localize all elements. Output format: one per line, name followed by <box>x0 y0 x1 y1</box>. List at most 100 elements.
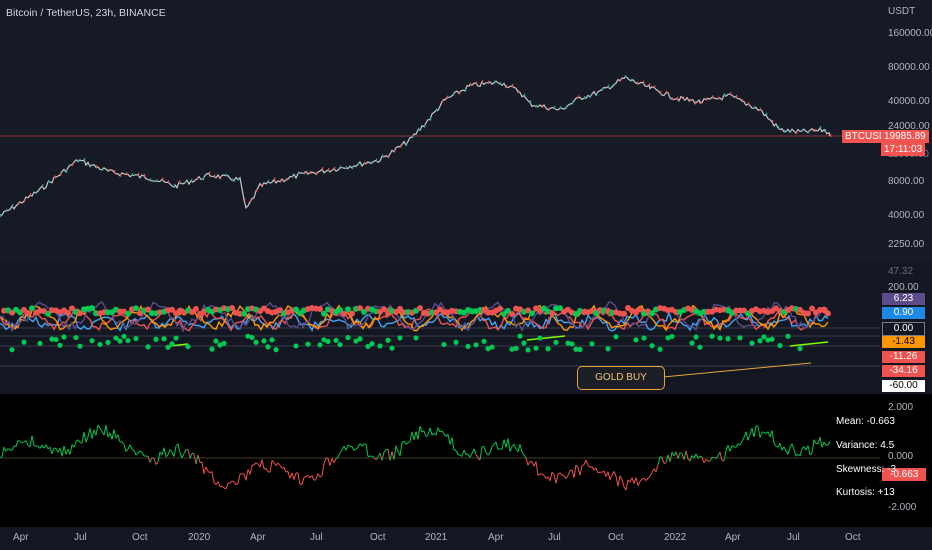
price-candle <box>482 80 484 84</box>
stats-segment <box>399 442 403 456</box>
price-candle <box>382 154 384 158</box>
price-candle <box>310 170 312 174</box>
stats-segment <box>87 428 91 438</box>
stats-segment <box>639 478 643 482</box>
osc-tick: 47.32 <box>888 266 914 277</box>
stats-segment <box>303 475 307 478</box>
stats-segment <box>377 452 381 458</box>
stats-segment <box>211 471 215 483</box>
stats-segment <box>609 474 613 480</box>
price-candle <box>214 174 216 178</box>
stats-segment <box>233 481 237 486</box>
stats-segment <box>619 475 623 480</box>
stats-segment <box>161 447 165 456</box>
stats-segment <box>521 451 525 456</box>
stats-segment <box>471 448 475 454</box>
time-tick: 2021 <box>425 532 448 543</box>
stats-segment <box>617 475 621 487</box>
stats-segment <box>289 472 293 479</box>
price-candle <box>6 208 8 212</box>
stats-segment <box>147 456 151 463</box>
price-candle <box>114 170 116 174</box>
osc-dot <box>317 342 323 348</box>
stats-segment <box>21 441 25 444</box>
price-candle <box>298 171 300 175</box>
oscillator-line <box>0 310 829 332</box>
price-candle <box>90 164 92 168</box>
stats-segment <box>319 475 323 478</box>
osc-dot <box>293 306 299 313</box>
stats-segment <box>293 472 297 480</box>
osc-dot <box>57 342 63 348</box>
osc-value-tag: -1.43 <box>882 336 925 348</box>
time-axis[interactable]: Apr Jul Oct 2020 Apr Jul Oct 2021 Apr Ju… <box>0 527 932 550</box>
stats-pane[interactable]: 2.000 0.000 -2.000 -0.663 Mean: -0.663 V… <box>0 394 932 527</box>
stats-segment <box>123 444 127 452</box>
price-candle <box>36 190 38 194</box>
osc-dot <box>145 306 151 313</box>
price-candle <box>346 166 348 170</box>
price-candle <box>808 130 810 134</box>
oscillator-dots <box>1 305 831 353</box>
stats-segment <box>117 434 121 443</box>
osc-dot <box>385 337 391 343</box>
osc-dot <box>121 333 127 340</box>
stats-segment <box>33 445 37 447</box>
oscillator-pane[interactable]: 47.32 200.00 6.23 0.90 0.00 -1.43 -11.26… <box>0 262 932 394</box>
stats-segment <box>247 469 251 475</box>
osc-dot <box>657 346 663 352</box>
osc-dot <box>77 343 83 349</box>
stats-segment <box>431 432 435 436</box>
osc-dot <box>689 340 695 346</box>
stats-segment <box>353 448 357 451</box>
stats-segment <box>791 443 795 451</box>
price-candle <box>24 199 26 203</box>
osc-dot <box>273 347 279 353</box>
osc-dot <box>125 337 131 344</box>
stats-segment <box>381 452 385 461</box>
osc-dot <box>545 346 551 352</box>
stats-segment <box>753 425 757 438</box>
price-candle <box>660 90 662 94</box>
stats-segment <box>395 445 399 452</box>
stats-segment <box>661 457 665 464</box>
stats-segment <box>411 431 415 440</box>
stats-segment <box>95 424 99 436</box>
osc-dot <box>533 345 539 351</box>
stats-segment <box>725 445 729 451</box>
osc-dot <box>497 305 503 312</box>
price-candle <box>388 155 390 159</box>
stats-segment <box>675 451 679 459</box>
stats-segment <box>407 441 411 444</box>
price-candle <box>683 96 685 100</box>
price-candle <box>584 96 586 100</box>
osc-dot <box>161 336 167 342</box>
osc-value-tag: 6.23 <box>882 293 925 305</box>
price-candle <box>48 179 50 183</box>
price-candle <box>494 80 496 84</box>
stats-segment <box>69 444 73 455</box>
stats-segment <box>43 444 47 449</box>
stats-segment <box>597 471 601 474</box>
osc-dot <box>73 334 79 341</box>
stats-segment <box>701 456 705 464</box>
stats-segment <box>759 432 763 438</box>
osc-dot <box>221 340 227 346</box>
stats-segment <box>11 445 15 451</box>
price-candle <box>695 101 697 105</box>
price-candle <box>334 166 336 170</box>
stats-segment <box>449 437 453 445</box>
stats-segment <box>697 456 701 459</box>
stats-segment <box>771 430 775 444</box>
osc-value-tag: 0.90 <box>882 307 925 319</box>
osc-dot <box>509 346 515 352</box>
stats-segment <box>373 456 377 461</box>
stats-segment <box>335 456 339 460</box>
stats-segment <box>375 456 379 461</box>
osc-dot <box>317 306 323 313</box>
price-candle <box>488 80 490 84</box>
stats-segment <box>409 431 413 442</box>
currency-label: USDT <box>888 6 916 17</box>
price-chart-pane[interactable]: Bitcoin / TetherUS, 23h, BINANCE USDT 16… <box>0 0 932 262</box>
stats-segment <box>423 430 427 437</box>
